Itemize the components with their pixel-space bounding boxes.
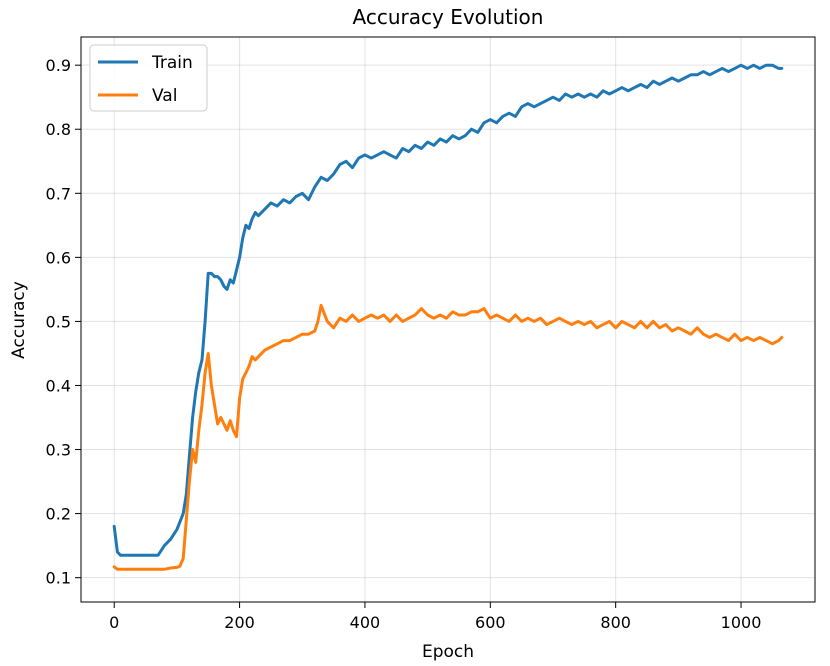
y-tick-label: 0.5 (46, 312, 71, 331)
y-tick-label: 0.8 (46, 120, 71, 139)
legend-label-val: Val (152, 86, 177, 106)
x-tick-label: 0 (109, 613, 119, 632)
x-axis-title: Epoch (422, 642, 474, 662)
x-tick-label: 1000 (721, 613, 762, 632)
y-tick-label: 0.6 (46, 248, 71, 267)
legend-label-train: Train (151, 53, 193, 73)
y-tick-label: 0.9 (46, 56, 71, 75)
y-tick-label: 0.7 (46, 184, 71, 203)
chart-title: Accuracy Evolution (353, 5, 544, 29)
x-tick-label: 200 (224, 613, 255, 632)
legend: Train Val (90, 45, 207, 111)
x-tick-label: 400 (350, 613, 381, 632)
y-tick-label: 0.3 (46, 441, 71, 460)
y-tick-label: 0.4 (46, 376, 71, 395)
y-axis-title: Accuracy (9, 281, 29, 359)
x-tick-label: 600 (475, 613, 506, 632)
y-tick-label: 0.1 (46, 569, 71, 588)
y-tick-label: 0.2 (46, 505, 71, 524)
x-tick-label: 800 (600, 613, 631, 632)
